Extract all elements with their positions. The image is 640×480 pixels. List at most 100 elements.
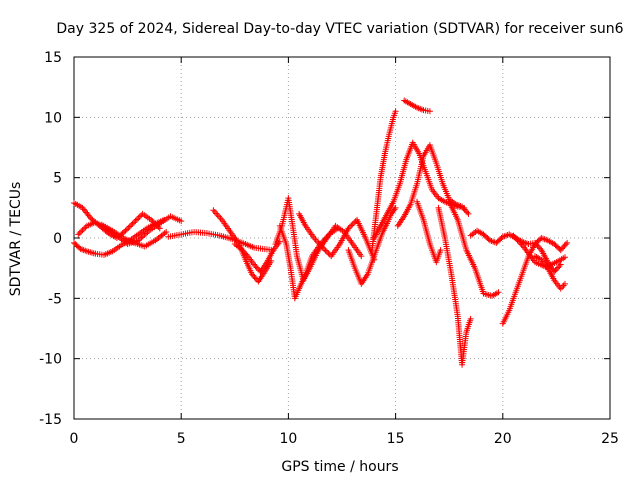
data-point <box>553 265 560 272</box>
data-point <box>562 241 569 248</box>
data-point <box>348 222 355 229</box>
data-point <box>323 248 330 255</box>
data-point <box>148 216 155 223</box>
data-point <box>250 272 257 279</box>
axis-ticks: 0 5 10 15 20 25 -15 -10 -5 0 5 10 15 <box>39 50 619 447</box>
series-track-j <box>296 210 378 263</box>
data-point <box>252 262 259 269</box>
data-point <box>555 264 562 271</box>
data-point <box>128 222 135 229</box>
data-point <box>135 215 142 222</box>
data-point <box>81 225 88 232</box>
data-point <box>78 228 85 235</box>
data-point <box>358 253 365 260</box>
series-track-n <box>394 142 472 229</box>
data-point <box>243 251 250 258</box>
data-points <box>71 97 571 368</box>
series-track-b <box>71 216 168 258</box>
data-point <box>557 247 564 254</box>
data-point <box>125 224 132 231</box>
data-point <box>537 245 544 252</box>
series-track-v <box>510 232 568 270</box>
data-point <box>467 315 474 322</box>
data-point <box>75 231 82 238</box>
chart-title: Day 325 of 2024, Sidereal Day-to-day VTE… <box>56 21 623 37</box>
data-point <box>122 227 129 234</box>
series-track-p <box>414 198 444 266</box>
x-tick-label: 10 <box>279 431 297 447</box>
series-track-d <box>98 221 170 250</box>
x-tick-label: 0 <box>70 431 79 447</box>
data-point <box>346 223 353 230</box>
data-point <box>251 261 258 268</box>
data-point <box>240 248 247 255</box>
data-point <box>132 217 139 224</box>
data-point <box>552 267 559 274</box>
data-point <box>461 206 468 213</box>
series-track-t <box>499 235 571 327</box>
data-point <box>535 244 542 251</box>
y-tick-label: 15 <box>44 50 62 66</box>
x-tick-label: 20 <box>494 431 512 447</box>
x-tick-label: 15 <box>387 431 405 447</box>
data-point <box>322 247 329 254</box>
data-point <box>163 228 170 235</box>
data-point <box>495 289 502 296</box>
data-point <box>392 204 399 211</box>
data-point <box>564 239 571 246</box>
data-point <box>561 254 568 261</box>
series-track-m <box>371 139 468 241</box>
data-point <box>351 219 358 226</box>
data-point <box>253 264 260 271</box>
y-tick-label: -10 <box>39 352 62 368</box>
data-point <box>561 242 568 249</box>
data-point <box>76 229 83 236</box>
data-point <box>558 245 565 252</box>
data-point <box>426 108 433 115</box>
data-point <box>79 227 86 234</box>
x-axis-label: GPS time / hours <box>281 459 398 475</box>
x-tick-label: 5 <box>177 431 186 447</box>
data-point <box>321 246 328 253</box>
y-tick-label: 0 <box>53 231 62 247</box>
data-point <box>459 203 466 210</box>
data-point <box>392 108 399 115</box>
data-point <box>129 220 136 227</box>
data-point <box>561 280 568 287</box>
y-tick-label: 10 <box>44 110 62 126</box>
data-point <box>131 219 138 226</box>
series-track-u <box>531 253 568 292</box>
series-track-i <box>276 222 341 302</box>
data-point <box>557 261 564 268</box>
data-point <box>121 228 128 235</box>
series-track-e <box>165 228 277 254</box>
data-point <box>178 218 185 225</box>
series-track-o <box>401 97 433 115</box>
data-point <box>238 245 245 252</box>
data-point <box>251 274 258 281</box>
data-point <box>462 207 469 214</box>
data-point <box>82 224 89 231</box>
series-track-g <box>231 238 283 275</box>
data-point <box>239 247 246 254</box>
data-point <box>464 209 471 216</box>
series-track-f <box>210 207 275 285</box>
data-point <box>133 216 140 223</box>
y-tick-label: 5 <box>53 171 62 187</box>
data-point <box>126 223 133 230</box>
data-point <box>437 247 444 254</box>
series-track-r <box>446 198 502 299</box>
data-point <box>465 210 472 217</box>
y-tick-label: -5 <box>48 291 62 307</box>
data-point <box>345 225 352 232</box>
series-track-k <box>345 204 399 287</box>
x-tick-label: 25 <box>601 431 619 447</box>
y-tick-label: -15 <box>39 412 62 428</box>
data-point <box>560 244 567 251</box>
data-point <box>325 250 332 257</box>
data-point <box>248 271 255 278</box>
data-point <box>123 226 130 233</box>
data-point <box>242 250 249 257</box>
series-track-q <box>435 204 474 368</box>
